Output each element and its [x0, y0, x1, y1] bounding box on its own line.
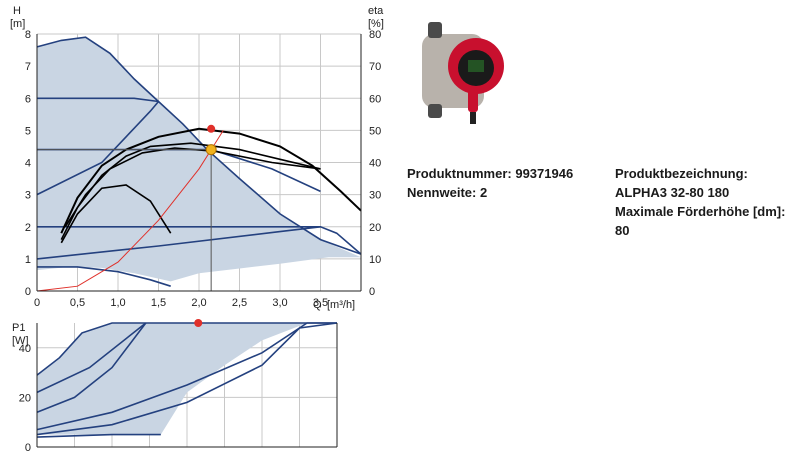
duty-point-marker	[194, 319, 203, 327]
nominal-width: Nennweite: 2	[407, 185, 488, 200]
power-curve-chart: P1 [W] 0 20 40	[12, 319, 338, 454]
pump-cable	[470, 112, 476, 124]
performance-curve	[36, 36, 362, 255]
pump-display-screen	[468, 60, 484, 72]
performance-curve	[37, 97, 159, 103]
efficiency-curve	[60, 142, 321, 240]
performance-curve	[36, 322, 337, 376]
y2-tick-label: 30	[369, 190, 381, 202]
product-designation-value: ALPHA3 32-80 180	[615, 185, 730, 200]
x-tick-label: 2,0	[191, 297, 206, 309]
operating-point-marker	[205, 144, 217, 156]
performance-curve	[36, 322, 338, 436]
pump-cable-gland	[468, 88, 478, 112]
performance-curve	[36, 226, 321, 260]
y-tick-label: 7	[25, 61, 31, 73]
efficiency-curve	[60, 127, 362, 234]
y-axis-unit: [m]	[10, 18, 25, 30]
power-axis-unit: [W]	[12, 335, 29, 347]
y-tick-label: 0	[25, 286, 31, 298]
product-designation-label: Produktbezeichnung:	[615, 166, 748, 181]
performance-curve	[37, 226, 362, 255]
efficiency-curve	[60, 184, 172, 244]
efficiency-curve	[64, 147, 321, 228]
duty-point-marker	[207, 124, 216, 133]
y-tick-label: 20	[19, 392, 31, 404]
performance-curve	[36, 100, 160, 196]
pump-inlet-flange	[428, 22, 442, 38]
y2-tick-label: 10	[369, 254, 381, 266]
product-info-right: Produktbezeichnung: ALPHA3 32-80 180 Max…	[615, 164, 795, 240]
y2-tick-label: 50	[369, 125, 381, 137]
performance-curve	[36, 322, 147, 394]
y-tick-label: 0	[25, 442, 31, 454]
x-tick-label: 1,5	[151, 297, 166, 309]
y-tick-label: 1	[25, 254, 31, 266]
product-number: Produktnummer: 99371946	[407, 166, 574, 181]
y-tick-label: 4	[25, 158, 31, 170]
power-axis-label: P1	[12, 322, 25, 334]
operating-region	[37, 323, 337, 435]
y2-axis-label: eta	[368, 5, 384, 17]
y-tick-label: 5	[25, 125, 31, 137]
y2-tick-label: 60	[369, 93, 381, 105]
x-tick-label: 3,0	[272, 297, 287, 309]
y-tick-label: 40	[19, 343, 31, 355]
performance-curve	[36, 322, 337, 431]
x-tick-label: 1,0	[110, 297, 125, 309]
x-tick-label: 2,5	[232, 297, 247, 309]
y2-tick-label: 70	[369, 61, 381, 73]
circulator-pump-photo	[422, 22, 504, 124]
x-tick-label: 0	[34, 297, 40, 309]
x-tick-label: 0,5	[70, 297, 85, 309]
y-tick-label: 8	[25, 29, 31, 41]
pump-outlet-flange	[428, 104, 442, 118]
y-tick-label: 3	[25, 190, 31, 202]
y2-axis-unit: [%]	[368, 18, 384, 30]
y2-tick-label: 80	[369, 29, 381, 41]
max-head-label: Maximale Förderhöhe [dm]:	[615, 204, 786, 219]
performance-curve	[37, 266, 171, 287]
y2-tick-label: 40	[369, 158, 381, 170]
performance-curve	[36, 433, 161, 438]
y2-tick-label: 20	[369, 222, 381, 234]
y-axis-label: H	[13, 5, 21, 17]
performance-curve	[36, 322, 147, 414]
x-axis-unit: [m³/h]	[327, 299, 355, 311]
x-axis-label: Q	[313, 299, 322, 311]
max-head-value: 80	[615, 223, 630, 238]
head-curve-chart: H [m] eta [%] Q [m³/h] 01234567801020304…	[10, 5, 384, 311]
y-tick-label: 6	[25, 93, 31, 105]
y2-tick-label: 0	[369, 286, 375, 298]
y-tick-label: 2	[25, 222, 31, 234]
product-info-left: Produktnummer: 99371946 Nennweite: 2	[407, 164, 573, 202]
x-tick-label: 3,5	[313, 297, 328, 309]
